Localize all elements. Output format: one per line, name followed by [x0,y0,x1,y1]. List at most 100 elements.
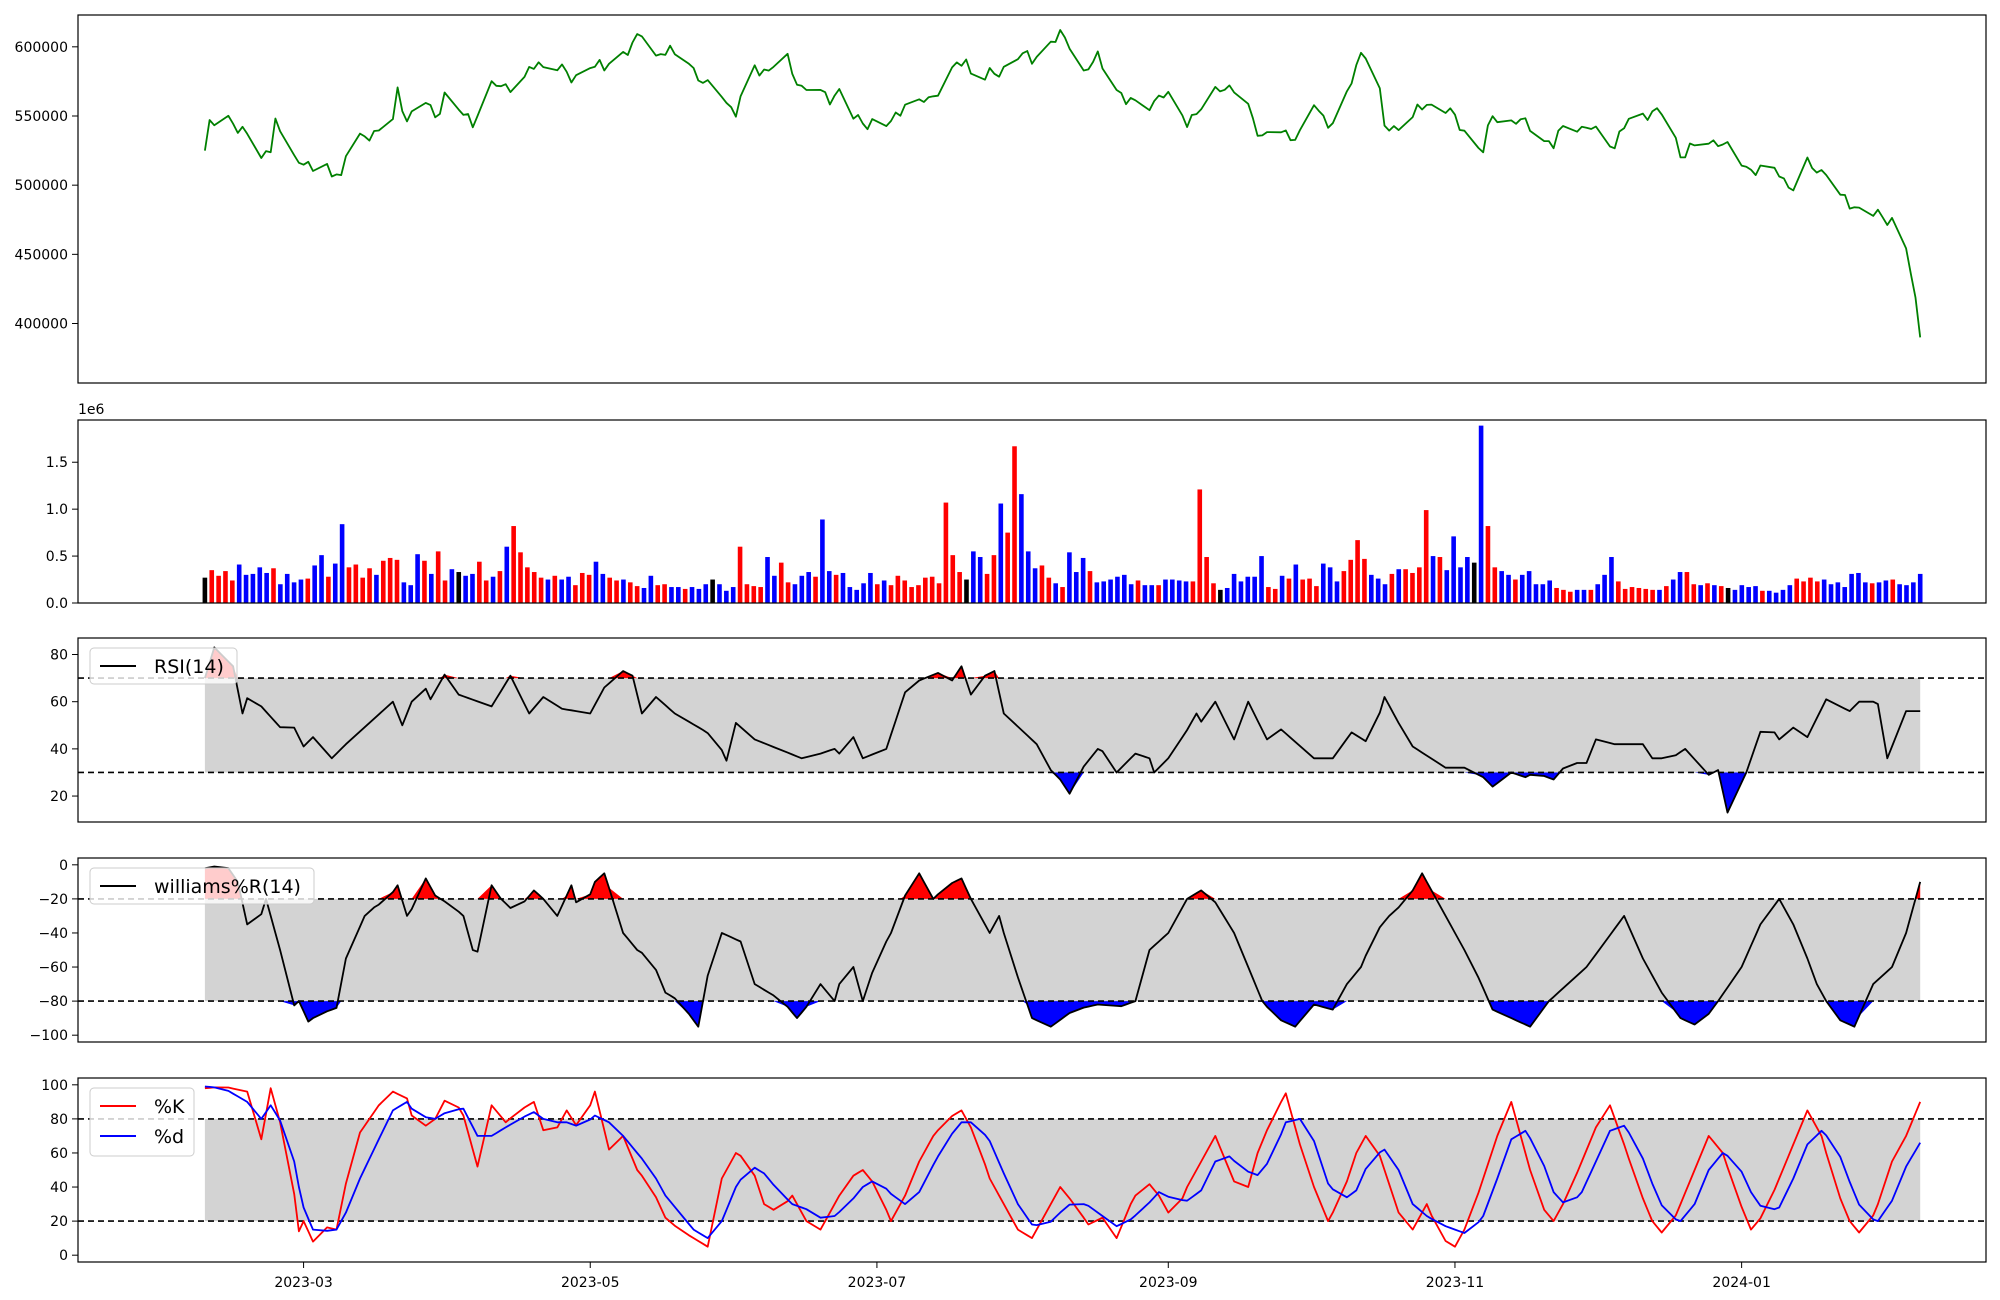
volume-bar [429,573,434,603]
volume-bar [1574,589,1580,603]
volume-bar [1863,582,1868,603]
volume-bar [1801,581,1806,603]
volume-bar [909,587,914,603]
volume-bar [1348,559,1354,603]
volume-bar [1883,580,1889,603]
volume-bar [1794,578,1800,603]
stochastic-panel: 0 20 40 60 80 100 %K %d [41,1077,1987,1264]
volume-bar [511,526,516,603]
volume-bar [552,575,558,603]
x-tick-label: 2024-01 [1712,1275,1771,1291]
volume-bar [257,567,263,603]
volume-bar [724,590,729,603]
volume-panel: 0.0 0.5 1.0 1.5 1e6 [46,402,1987,612]
volume-bar [380,560,386,603]
volume-bar [1410,572,1415,603]
volume-bar [1643,588,1649,603]
y-tick-label: −80 [38,994,68,1010]
volume-bar [1245,576,1251,603]
volume-bar [1238,581,1244,603]
volume-bar [971,551,976,603]
volume-bar [744,584,750,603]
price-line [204,29,1922,338]
rsi-panel: 20 40 60 80 RSI(14) [50,637,1987,823]
band-fill [204,898,1921,1002]
volume-bar [1712,585,1717,603]
volume-bar [1513,579,1518,603]
volume-bar [1019,494,1024,603]
volume-bar [991,555,997,603]
y-tick-label: 60 [50,695,68,711]
axes-border [77,857,1987,1043]
volume-bar [305,578,311,603]
volume-bar [1595,584,1601,603]
volume-bar [559,579,564,603]
volume-bar [1691,584,1697,603]
volume-bar [1698,585,1703,603]
volume-bar [1046,577,1052,603]
y-tick-label: 1.5 [46,455,68,471]
y-tick-label: 60 [50,1146,68,1162]
volume-bar [250,573,256,603]
volume-bar [1732,589,1738,603]
y-tick-label: 20 [50,789,68,805]
volume-bar [415,554,420,603]
volume-bar [1121,574,1127,603]
volume-bar [717,584,722,603]
volume-bar [1876,582,1882,603]
volume-bar [1567,591,1573,603]
volume-bar [964,579,969,603]
volume-bar [874,584,880,603]
y-tick-label: 40 [50,742,68,758]
volume-bar [1664,586,1669,603]
volume-bar [1766,590,1772,603]
volume-bar [442,580,448,603]
volume-bar [1780,589,1786,603]
volume-bar [778,562,784,603]
volume-bar [881,580,887,603]
y-tick-label: −20 [38,892,68,908]
volume-bar [813,576,818,603]
volume-bar [1362,558,1367,603]
volume-bar [1458,567,1463,603]
volume-bar [339,524,345,603]
volume-bar [730,587,736,603]
volume-bar [394,559,400,603]
x-tick-label: 2023-07 [848,1275,907,1291]
volume-bar [1266,587,1271,603]
volume-bar [593,561,599,603]
d-line [204,1085,1921,1239]
volume-bar [230,580,235,603]
volume-bar [1602,574,1607,603]
oversold-fill [204,772,1921,813]
volume-bar [600,573,606,603]
volume-bar [833,574,839,603]
volume-bar [1746,587,1751,603]
volume-bar [1149,585,1155,603]
volume-bar [497,571,503,603]
volume-bar [1403,569,1408,603]
volume-bar [1471,562,1477,603]
volume-bar [696,588,702,603]
volume-bar [1423,510,1429,603]
legend-label: williams%R(14) [154,876,301,898]
volume-bar [1272,588,1278,603]
volume-bar [490,576,496,603]
volume-bar [1787,585,1793,603]
volume-bar [326,576,331,603]
volume-bar [1307,578,1312,603]
y-tick-label: 0 [59,1248,68,1264]
volume-bar [1135,580,1141,603]
volume-bar [1183,581,1189,603]
volume-bar [1533,584,1539,603]
volume-bar [765,557,770,603]
volume-bar [1142,585,1148,603]
volume-bar [641,587,647,603]
volume-bar [1341,571,1347,603]
williams-r-panel: −100 −80 −60 −40 −20 0 williams%R(14) [30,857,1987,1044]
volume-bar [895,575,901,603]
volume-bar [470,573,475,603]
volume-bar [1856,572,1861,603]
volume-bar [477,561,482,603]
volume-bar [374,574,379,603]
